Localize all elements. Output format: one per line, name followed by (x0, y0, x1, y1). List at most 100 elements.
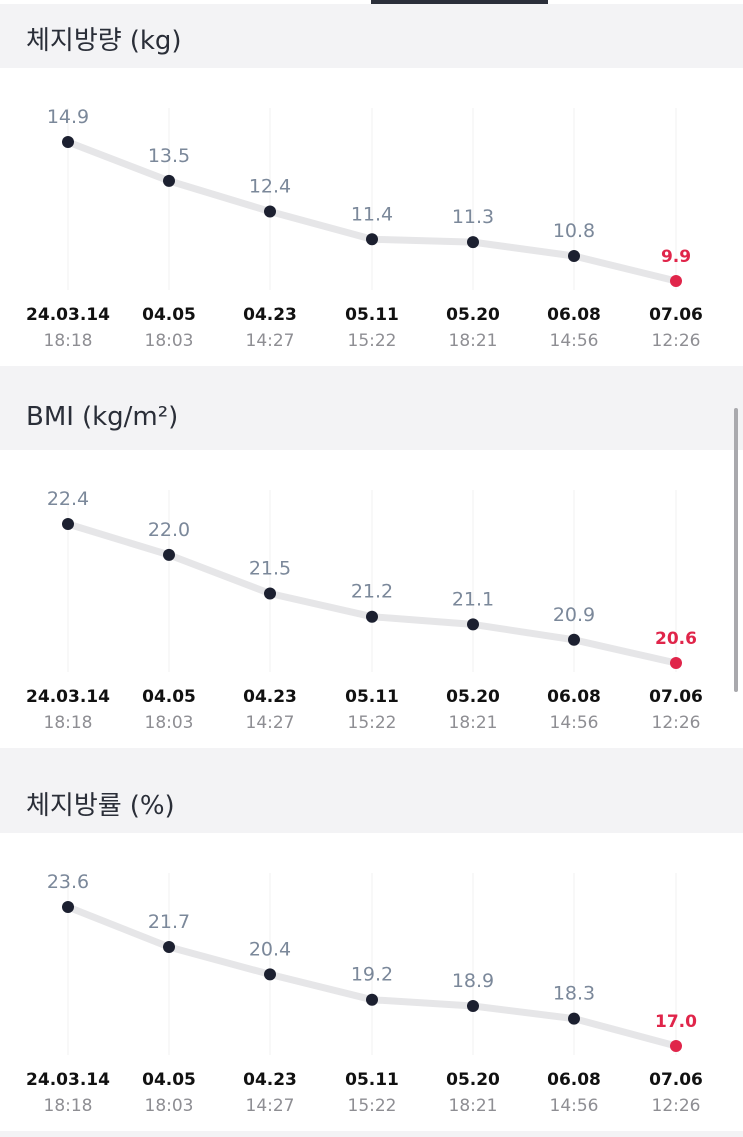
active-tab-indicator (371, 0, 548, 4)
latest-data-point (670, 657, 682, 669)
x-tick-time: 12:26 (652, 1096, 701, 1116)
x-tick-time: 14:56 (550, 713, 599, 733)
section-title-unit: (%) (129, 791, 175, 821)
section-title-label: BMI (26, 402, 74, 432)
body-fat-mass-header: 체지방량 (kg) (0, 4, 743, 68)
x-tick-date: 04.23 (243, 305, 297, 325)
data-point (163, 548, 175, 561)
data-point (264, 205, 276, 218)
data-point (366, 610, 378, 623)
x-tick-date: 07.06 (649, 687, 703, 707)
body-fat-percentage-header: 체지방률 (%) (0, 769, 743, 833)
x-tick-time: 18:21 (449, 1096, 498, 1116)
bmi-chart: 22.4 22.0 21.5 21.2 21.1 20.9 20.6 24.03.14 18:1… (26, 488, 703, 733)
x-tick-date: 05.20 (446, 1070, 500, 1090)
section-title: 체지방률 (%) (26, 785, 175, 822)
section-title-label: 체지방률 (26, 791, 122, 821)
data-value-label: 14.9 (47, 106, 89, 128)
data-value-label: 22.0 (148, 519, 190, 541)
x-tick-date: 04.05 (142, 305, 196, 325)
data-point (467, 236, 479, 249)
x-tick-date: 05.11 (345, 687, 399, 707)
data-point (264, 968, 276, 981)
x-tick-date: 05.11 (345, 1070, 399, 1090)
x-tick-time: 18:03 (145, 1096, 194, 1116)
x-tick-time: 14:27 (246, 1096, 295, 1116)
body-fat-percentage-chart-card: 23.6 21.7 20.4 19.2 18.9 18.3 17.0 24.03.14 18:1… (0, 833, 743, 1131)
data-value-label: 11.3 (452, 206, 494, 228)
x-tick-date: 05.20 (446, 687, 500, 707)
x-tick-date: 07.06 (649, 1070, 703, 1090)
x-tick-date: 04.05 (142, 687, 196, 707)
x-tick-date: 05.11 (345, 305, 399, 325)
x-tick-time: 18:18 (44, 713, 93, 733)
bmi-chart-card: 22.4 22.0 21.5 21.2 21.1 20.9 20.6 24.03.14 18:1… (0, 450, 743, 748)
data-point (163, 174, 175, 187)
x-tick-time: 14:27 (246, 331, 295, 351)
data-value-label: 13.5 (148, 145, 190, 167)
x-tick-time: 18:03 (145, 331, 194, 351)
data-point (264, 587, 276, 600)
data-point (467, 1000, 479, 1012)
latest-value-label: 9.9 (661, 247, 691, 267)
x-tick-date: 24.03.14 (26, 687, 110, 707)
x-tick-time: 18:21 (449, 331, 498, 351)
data-point (568, 250, 580, 262)
x-tick-date: 04.23 (243, 687, 297, 707)
data-point (568, 1012, 580, 1025)
section-title-unit: (kg) (129, 26, 182, 56)
x-tick-time: 14:56 (550, 1096, 599, 1116)
data-value-label: 11.4 (351, 203, 393, 225)
latest-value-label: 20.6 (655, 629, 697, 649)
x-tick-date: 07.06 (649, 305, 703, 325)
data-value-label: 20.4 (249, 938, 291, 960)
x-tick-time: 15:22 (348, 713, 397, 733)
x-tick-date: 06.08 (547, 1070, 601, 1090)
x-tick-time: 12:26 (652, 713, 701, 733)
data-point (366, 233, 378, 246)
data-value-label: 22.4 (47, 488, 89, 510)
data-value-label: 19.2 (351, 964, 393, 986)
x-tick-time: 18:18 (44, 1096, 93, 1116)
data-value-label: 21.2 (351, 581, 393, 603)
vertical-scrollbar[interactable] (734, 408, 738, 692)
x-tick-date: 05.20 (446, 305, 500, 325)
x-tick-time: 14:27 (246, 713, 295, 733)
x-tick-time: 18:18 (44, 331, 93, 351)
x-tick-time: 18:21 (449, 713, 498, 733)
data-point (366, 993, 378, 1006)
x-tick-time: 14:56 (550, 331, 599, 351)
latest-value-label: 17.0 (655, 1012, 697, 1032)
body-fat-percentage-chart: 23.6 21.7 20.4 19.2 18.9 18.3 17.0 24.03.14 18:1… (26, 871, 703, 1116)
data-value-label: 21.1 (452, 588, 494, 610)
data-point (467, 618, 479, 631)
data-value-label: 21.5 (249, 558, 291, 580)
body-fat-mass-chart-card: 14.9 13.5 12.4 11.4 11.3 10.8 9.9 24.03.14 18:18… (0, 68, 743, 366)
section-title: 체지방량 (kg) (26, 20, 182, 57)
section-title-label: 체지방량 (26, 26, 122, 56)
section-title-unit: (kg/m²) (81, 402, 179, 432)
latest-data-point (670, 275, 682, 287)
x-tick-date: 06.08 (547, 687, 601, 707)
section-title: BMI (kg/m²) (26, 402, 178, 432)
data-value-label: 23.6 (47, 871, 89, 893)
x-tick-date: 06.08 (547, 305, 601, 325)
data-point (568, 633, 580, 646)
data-value-label: 10.8 (553, 220, 595, 242)
body-fat-mass-chart: 14.9 13.5 12.4 11.4 11.3 10.8 9.9 24.03.14 18:18… (26, 106, 703, 351)
data-point (62, 518, 74, 530)
x-tick-date: 24.03.14 (26, 1070, 110, 1090)
latest-data-point (670, 1040, 682, 1052)
data-value-label: 12.4 (249, 176, 291, 198)
x-tick-date: 04.23 (243, 1070, 297, 1090)
data-point (163, 941, 175, 953)
data-value-label: 18.3 (553, 983, 595, 1005)
x-tick-time: 15:22 (348, 331, 397, 351)
data-value-label: 21.7 (148, 911, 190, 933)
data-value-label: 18.9 (452, 970, 494, 992)
x-tick-date: 04.05 (142, 1070, 196, 1090)
x-tick-time: 12:26 (652, 331, 701, 351)
x-tick-time: 15:22 (348, 1096, 397, 1116)
data-value-label: 20.9 (553, 604, 595, 626)
